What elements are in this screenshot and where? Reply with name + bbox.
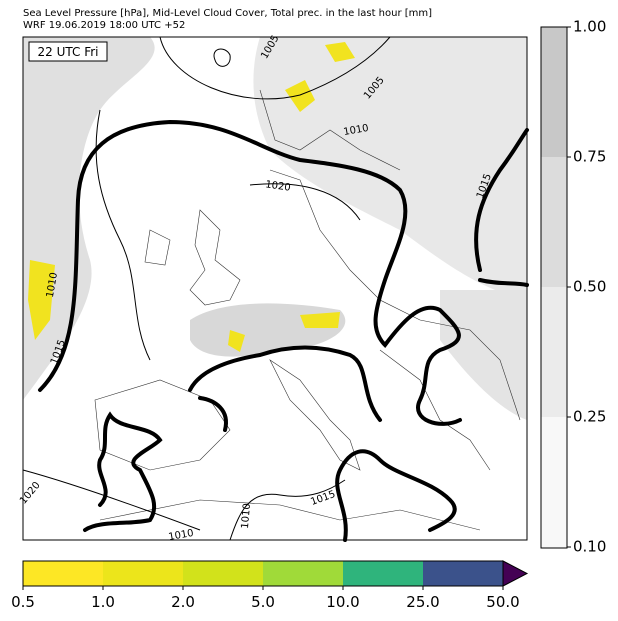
- tick-label: 0.10: [573, 538, 606, 556]
- colorbar-segment: [541, 287, 567, 417]
- tick-label: 50.0: [486, 593, 519, 611]
- precipitation: [28, 42, 355, 352]
- isobars-thin: [22, 36, 391, 541]
- colorbar-segment: [423, 561, 503, 586]
- title: Sea Level Pressure [hPa], Mid-Level Clou…: [23, 8, 432, 19]
- tick-label: 2.0: [171, 593, 195, 611]
- contour-label: 1020: [265, 179, 292, 193]
- colorbar-ticks: 1.00 0.75 0.50 0.25 0.10: [567, 18, 606, 556]
- precip-colorbar: 0.5 1.0 2.0 5.0 10.0 25.0 50.0: [11, 560, 529, 611]
- isobars-thick: [38, 119, 529, 542]
- tick-label: 0.50: [573, 278, 606, 296]
- cloud-colorbar: 1.00 0.75 0.50 0.25 0.10: [540, 18, 606, 556]
- contour-label: 1010: [343, 123, 370, 138]
- colorbar-segment: [541, 27, 567, 157]
- colorbar-segment: [23, 561, 103, 586]
- contour-label: 1010: [240, 503, 253, 529]
- tick-label: 5.0: [251, 593, 275, 611]
- colorbar-segment: [263, 561, 343, 586]
- colorbar-extend: [502, 560, 529, 587]
- contour-label: 1010: [45, 272, 60, 299]
- colorbar-segment: [541, 157, 567, 287]
- tick-label: 0.25: [573, 408, 606, 426]
- map-frame: [22, 36, 528, 541]
- tick-label: 1.0: [91, 593, 115, 611]
- colorbar-segment: [183, 561, 263, 586]
- time-label-box: [28, 41, 108, 62]
- tick-label: 0.75: [573, 148, 606, 166]
- colorbar-segment: [103, 561, 183, 586]
- tick-label: 1.00: [573, 18, 606, 36]
- colorbar-segment: [541, 417, 567, 548]
- tick-label: 25.0: [406, 593, 439, 611]
- tick-label: 10.0: [326, 593, 359, 611]
- colorbar-ticks: 0.5 1.0 2.0 5.0 10.0 25.0 50.0: [11, 586, 520, 611]
- colorbar-segment: [343, 561, 423, 586]
- time-label: 22 UTC Fri: [38, 45, 99, 59]
- subtitle: WRF 19.06.2019 18:00 UTC +52: [23, 20, 185, 31]
- contour-label: 1010: [168, 528, 195, 543]
- tick-label: 0.5: [11, 593, 35, 611]
